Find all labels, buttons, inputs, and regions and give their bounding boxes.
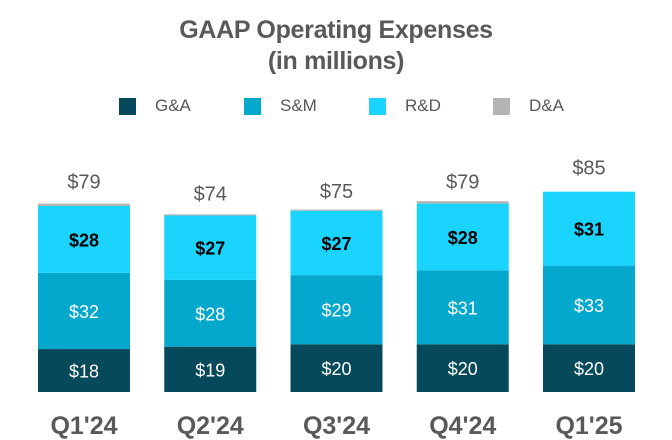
legend-label-rd: R&D xyxy=(405,96,441,115)
bar-segment-rd xyxy=(38,205,130,273)
segment-label-sm: $32 xyxy=(69,302,99,322)
bar-segment-rd xyxy=(290,210,383,276)
x-tick-label: Q2'24 xyxy=(177,412,244,440)
x-tick-label: Q3'24 xyxy=(303,412,370,440)
bar-segment-ga xyxy=(543,344,635,392)
bar-segment-rd xyxy=(416,203,509,271)
total-label: $74 xyxy=(194,184,227,206)
legend-label-sm: S&M xyxy=(280,96,317,115)
total-label: $85 xyxy=(572,157,605,179)
segment-label-ga: $19 xyxy=(195,360,225,380)
legend-swatch-rd xyxy=(369,97,386,115)
legend-label-da: D&A xyxy=(529,96,564,115)
legend-swatch-da xyxy=(493,97,510,115)
legend-swatch-sm xyxy=(244,97,261,115)
segment-label-ga: $20 xyxy=(574,359,604,379)
bar-segment-sm xyxy=(164,279,257,347)
legend-swatch-ga xyxy=(119,97,136,115)
bar-segment-da xyxy=(164,214,257,216)
segment-label-rd: $27 xyxy=(321,234,351,254)
x-tick-label: Q1'24 xyxy=(50,412,117,440)
segment-label-ga: $18 xyxy=(69,362,99,382)
segment-label-rd: $28 xyxy=(448,228,478,248)
bar-segment-ga xyxy=(38,349,130,392)
chart-title: GAAP Operating Expenses xyxy=(179,16,493,44)
legend-item-ga: G&A xyxy=(119,94,191,118)
bar-segment-ga xyxy=(164,346,257,392)
segment-label-sm: $33 xyxy=(574,296,604,316)
bar-segment-sm xyxy=(290,275,383,345)
bar-segment-sm xyxy=(543,265,635,345)
chart-subtitle: (in millions) xyxy=(267,47,405,75)
total-label: $79 xyxy=(67,172,100,194)
x-tick-label: Q4'24 xyxy=(429,412,496,440)
segment-label-sm: $29 xyxy=(321,301,351,321)
bar-segment-sm xyxy=(416,270,509,345)
segment-label-sm: $28 xyxy=(195,304,225,324)
legend-label-ga: G&A xyxy=(155,96,191,115)
legend-item-sm: S&M xyxy=(244,94,317,118)
bar-segment-ga xyxy=(290,344,383,392)
segment-label-ga: $20 xyxy=(448,359,478,379)
bar-segment-da xyxy=(416,201,509,204)
segment-label-rd: $27 xyxy=(195,239,225,259)
bar-segment-da xyxy=(38,203,130,206)
total-label: $79 xyxy=(446,172,479,194)
bar-segment-da xyxy=(290,209,383,211)
bar-segment-sm xyxy=(38,272,130,350)
legend-item-rd: R&D xyxy=(369,94,441,118)
bar-segment-rd xyxy=(164,215,257,280)
legend-item-da: D&A xyxy=(493,94,564,118)
legend: G&A S&M R&D D&A xyxy=(0,94,672,118)
segment-label-sm: $31 xyxy=(448,298,478,318)
segment-label-ga: $20 xyxy=(321,359,351,379)
bar-segment-ga xyxy=(416,344,509,392)
bar-segment-rd xyxy=(543,191,635,266)
x-tick-label: Q1'25 xyxy=(555,412,622,440)
segment-label-rd: $31 xyxy=(574,220,604,240)
segment-label-rd: $28 xyxy=(69,230,99,250)
total-label: $75 xyxy=(320,181,353,203)
